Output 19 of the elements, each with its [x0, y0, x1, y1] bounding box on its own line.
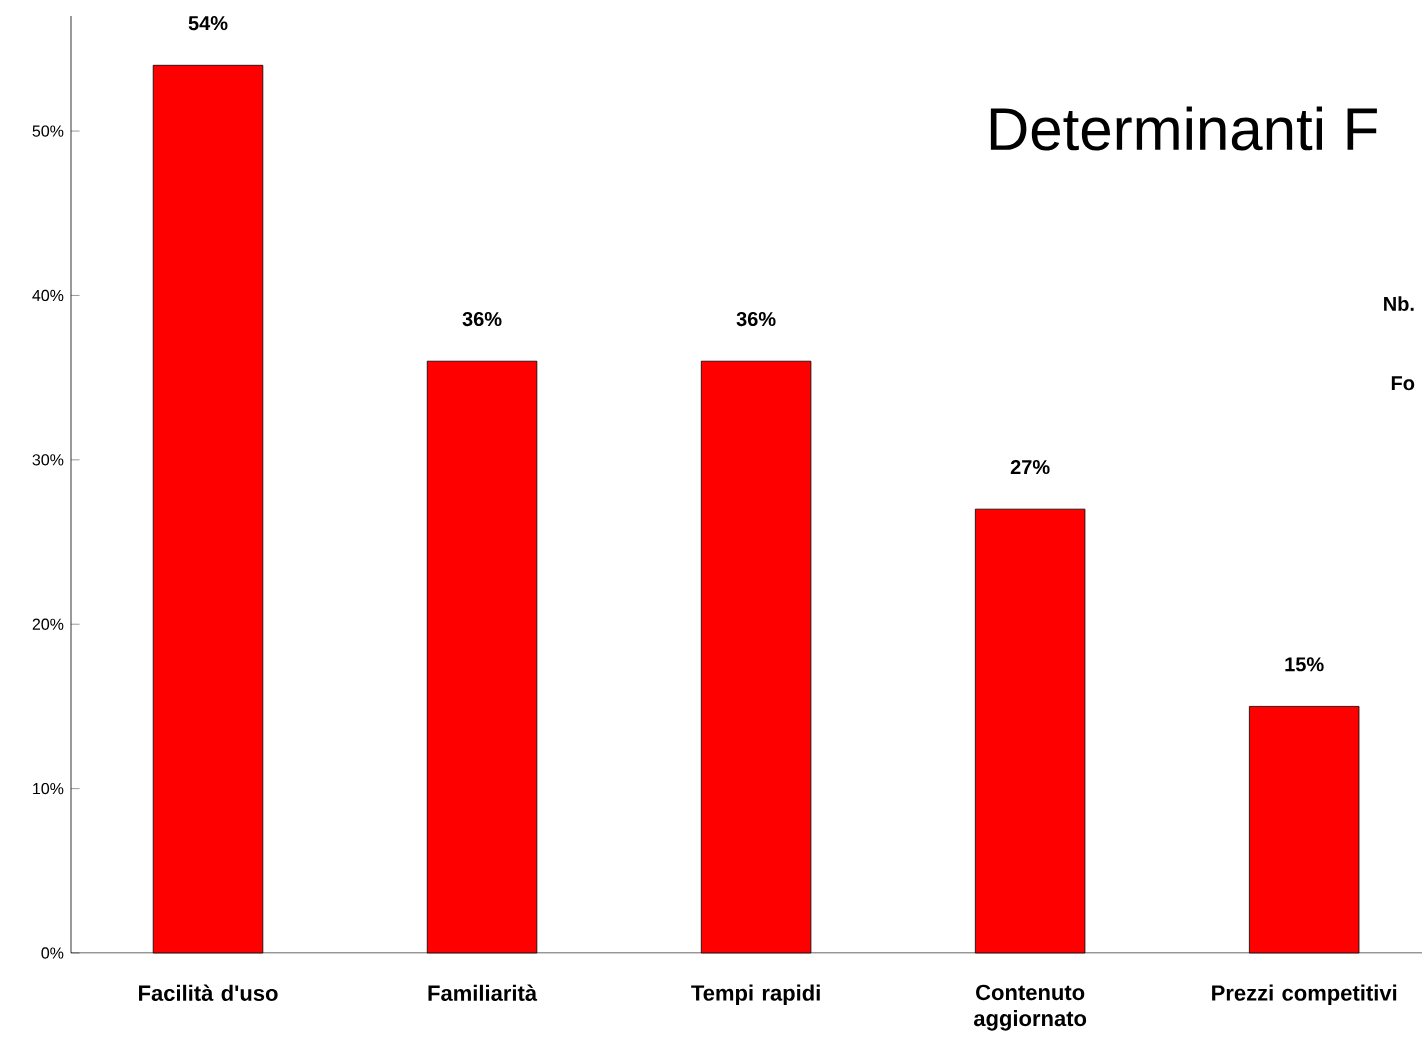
text: Determinanti F — [990, 106, 1377, 151]
y-tick-label: 0% — [41, 947, 64, 959]
y-tick-label: 10% — [33, 782, 64, 795]
x-tick-label: Tempi rapidi — [691, 984, 820, 1006]
data-label: 54% — [188, 16, 228, 31]
x-tick-label: Facilità d'uso — [139, 984, 278, 1001]
y-tick-label: 20% — [32, 618, 64, 630]
y-tick-label: 50% — [32, 125, 64, 137]
x-tick-label: Prezzi competitivi — [1212, 984, 1397, 1006]
annotation: Nb. — [1384, 296, 1414, 311]
data-label: 27% — [1010, 459, 1050, 475]
y-tick-label: 40% — [32, 289, 64, 302]
data-label: 36% — [462, 311, 502, 327]
data-label: 15% — [1285, 657, 1324, 672]
x-tick-label: Familiarità — [428, 984, 538, 1001]
x-tick-label: Contenuto aggiornato — [973, 984, 1087, 1031]
data-label: 36% — [736, 311, 776, 327]
y-tick-label: 30% — [32, 454, 64, 466]
annotation: Fo — [1391, 376, 1415, 391]
